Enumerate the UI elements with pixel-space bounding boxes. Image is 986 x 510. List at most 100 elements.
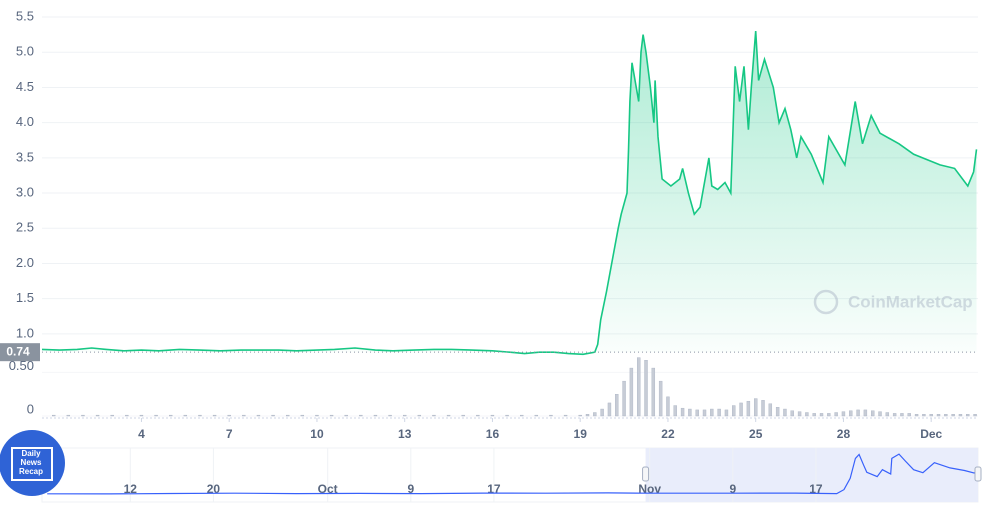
- volume-bar: [154, 414, 158, 417]
- volume-bar: [666, 396, 670, 417]
- volume-bar: [768, 403, 773, 417]
- x-tick-label: 16: [486, 427, 500, 441]
- volume-bar: [242, 414, 246, 417]
- x-tick-label: 4: [138, 427, 145, 441]
- volume-bar: [834, 412, 838, 417]
- y-tick-label: 1.5: [16, 290, 34, 305]
- volume-bar: [754, 398, 758, 417]
- volume-bar: [563, 414, 568, 417]
- volume-bar: [658, 380, 663, 417]
- volume-bar: [966, 414, 970, 417]
- volume-bar: [359, 414, 363, 417]
- watermark-logo: [813, 289, 839, 315]
- volume-bar: [951, 414, 955, 417]
- navigator-tick-label: 12: [124, 482, 138, 496]
- navigator-tick-label: 17: [487, 482, 501, 496]
- volume-bar: [286, 414, 290, 417]
- volume-bar: [417, 414, 422, 417]
- volume-bar: [271, 414, 275, 417]
- x-tick-label: 19: [574, 427, 588, 441]
- current-price-label: 0.74: [6, 344, 30, 358]
- navigator-handle[interactable]: [974, 466, 982, 482]
- badge: Daily News Recap: [0, 430, 65, 496]
- x-tick-label: 7: [226, 427, 233, 441]
- volume-bar: [856, 409, 860, 417]
- price-line: [41, 31, 978, 356]
- volume-bar: [629, 367, 634, 417]
- volume-bar: [907, 413, 911, 417]
- volume-bar: [775, 407, 780, 417]
- y-tick-label: 2.5: [16, 220, 34, 235]
- navigator-tick-label: 9: [407, 482, 414, 496]
- y-tick-label: 4.5: [16, 79, 34, 94]
- volume-bar: [849, 410, 853, 417]
- volume-bar: [461, 414, 465, 417]
- volume-bar: [600, 408, 604, 417]
- volume-bar: [710, 408, 714, 417]
- volume-bar: [790, 410, 794, 417]
- volume-bar: [125, 414, 129, 417]
- y-tick-label: 3.5: [16, 149, 34, 164]
- volume-bar: [885, 412, 890, 417]
- navigator-tick-label: 20: [207, 482, 221, 496]
- volume-bar: [944, 414, 948, 417]
- volume-bar: [797, 411, 802, 417]
- navigator: 12 20 Oct 9 17 Nov 9 17: [41, 447, 982, 503]
- badge-frame: [11, 447, 53, 481]
- volume-bar: [746, 400, 751, 417]
- navigator-tick-label: 17: [809, 482, 823, 496]
- volume-bar: [520, 414, 524, 417]
- volume-bar: [739, 402, 743, 417]
- volume-bar: [622, 380, 626, 417]
- volume-bar: [432, 414, 436, 417]
- volume-bar: [95, 414, 100, 417]
- y-tick-label: 1.0: [16, 325, 34, 340]
- volume-bar: [892, 413, 897, 417]
- volume-bar: [446, 414, 451, 417]
- volume-bar: [819, 413, 824, 417]
- volume-bar: [110, 414, 114, 417]
- volume-bar: [827, 413, 831, 417]
- badge-line: Daily: [21, 449, 41, 458]
- volume-bar: [476, 414, 480, 417]
- volume-tick-label: 0: [27, 401, 34, 416]
- volume-bar: [490, 414, 495, 417]
- volume-bar: [66, 414, 71, 417]
- x-tick-label: 10: [310, 427, 324, 441]
- volume-bars: [52, 357, 977, 417]
- navigator-tick-label: Oct: [318, 482, 338, 496]
- volume-bar: [607, 402, 612, 417]
- navigator-line: [47, 453, 978, 495]
- volume-bar: [651, 367, 656, 417]
- volume-bar: [388, 414, 392, 417]
- navigator-tick-label: 9: [729, 482, 736, 496]
- volume-bar: [578, 414, 582, 417]
- x-tick-label: Dec: [920, 427, 942, 441]
- navigator-tick-label: Nov: [638, 482, 661, 496]
- volume-bar: [212, 414, 217, 417]
- x-tick-label: 22: [661, 427, 675, 441]
- volume-bar: [863, 409, 868, 417]
- volume-bar: [812, 413, 816, 417]
- volume-bar: [929, 414, 933, 417]
- volume-bar: [505, 414, 509, 417]
- x-ticks: 4 7 10 13 16 19 22 25 28 Dec: [138, 418, 943, 441]
- volume-bar: [315, 414, 319, 417]
- volume-bar: [227, 414, 231, 417]
- volume-bar: [841, 411, 846, 417]
- volume-bar: [183, 414, 188, 417]
- navigator-handle[interactable]: [642, 466, 650, 482]
- volume-bar: [724, 409, 729, 417]
- badge-line: Recap: [19, 467, 43, 476]
- volume-bar: [52, 414, 56, 417]
- volume-bar: [878, 411, 882, 417]
- x-tick-label: 25: [749, 427, 763, 441]
- volume-bar: [549, 414, 553, 417]
- volume-bar: [534, 414, 539, 417]
- volume-bar: [973, 414, 977, 417]
- current-price: 0.74: [0, 343, 978, 362]
- y-tick-label: 3.0: [16, 184, 34, 199]
- volume-bar: [644, 360, 648, 417]
